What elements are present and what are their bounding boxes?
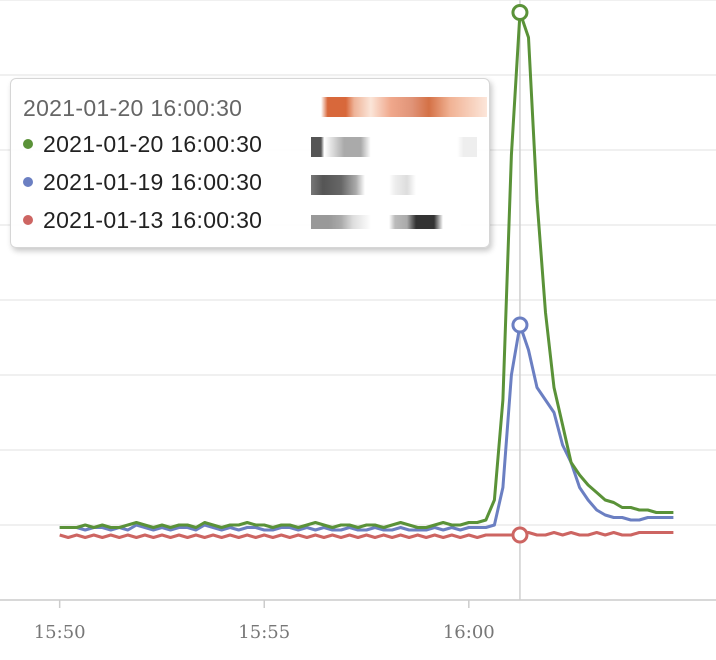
tooltip-row-1-value-redacted — [311, 137, 477, 157]
tooltip-row-1-label: 2021-01-20 16:00:30 — [43, 131, 263, 157]
tooltip-row-3-value-redacted — [311, 215, 461, 229]
series-line-1 — [59, 11, 674, 529]
series-dot-green — [23, 138, 33, 149]
hover-markers — [511, 4, 529, 544]
hover-marker-2 — [511, 316, 529, 334]
series-lines — [59, 11, 674, 539]
tooltip-row-3-label: 2021-01-13 16:00:30 — [43, 207, 263, 233]
tooltip-row-3: 2021-01-13 16:00:30 — [23, 207, 262, 234]
series-dot-red — [23, 214, 33, 225]
tooltip-row-2-value-redacted — [311, 175, 461, 195]
hover-marker-1 — [511, 4, 529, 21]
series-line-2 — [59, 323, 674, 532]
hover-tooltip: 2021-01-20 16:00:30 2021-01-20 16:00:30 … — [10, 78, 490, 248]
x-tick-label: 15:50 — [34, 622, 86, 643]
tooltip-row-2-label: 2021-01-19 16:00:30 — [43, 169, 263, 195]
x-tick-label: 15:55 — [238, 622, 290, 643]
x-tick-label: 16:00 — [443, 622, 495, 643]
x-axis: 15:50 15:55 16:00 — [0, 599, 716, 643]
hover-marker-3 — [511, 526, 529, 544]
tooltip-row-2: 2021-01-19 16:00:30 — [23, 169, 262, 196]
tooltip-value-redacted — [321, 97, 487, 117]
series-dot-blue — [23, 176, 33, 187]
tooltip-row-1: 2021-01-20 16:00:30 — [23, 131, 262, 158]
tooltip-timestamp: 2021-01-20 16:00:30 — [23, 95, 243, 121]
series-line-3 — [59, 531, 674, 539]
